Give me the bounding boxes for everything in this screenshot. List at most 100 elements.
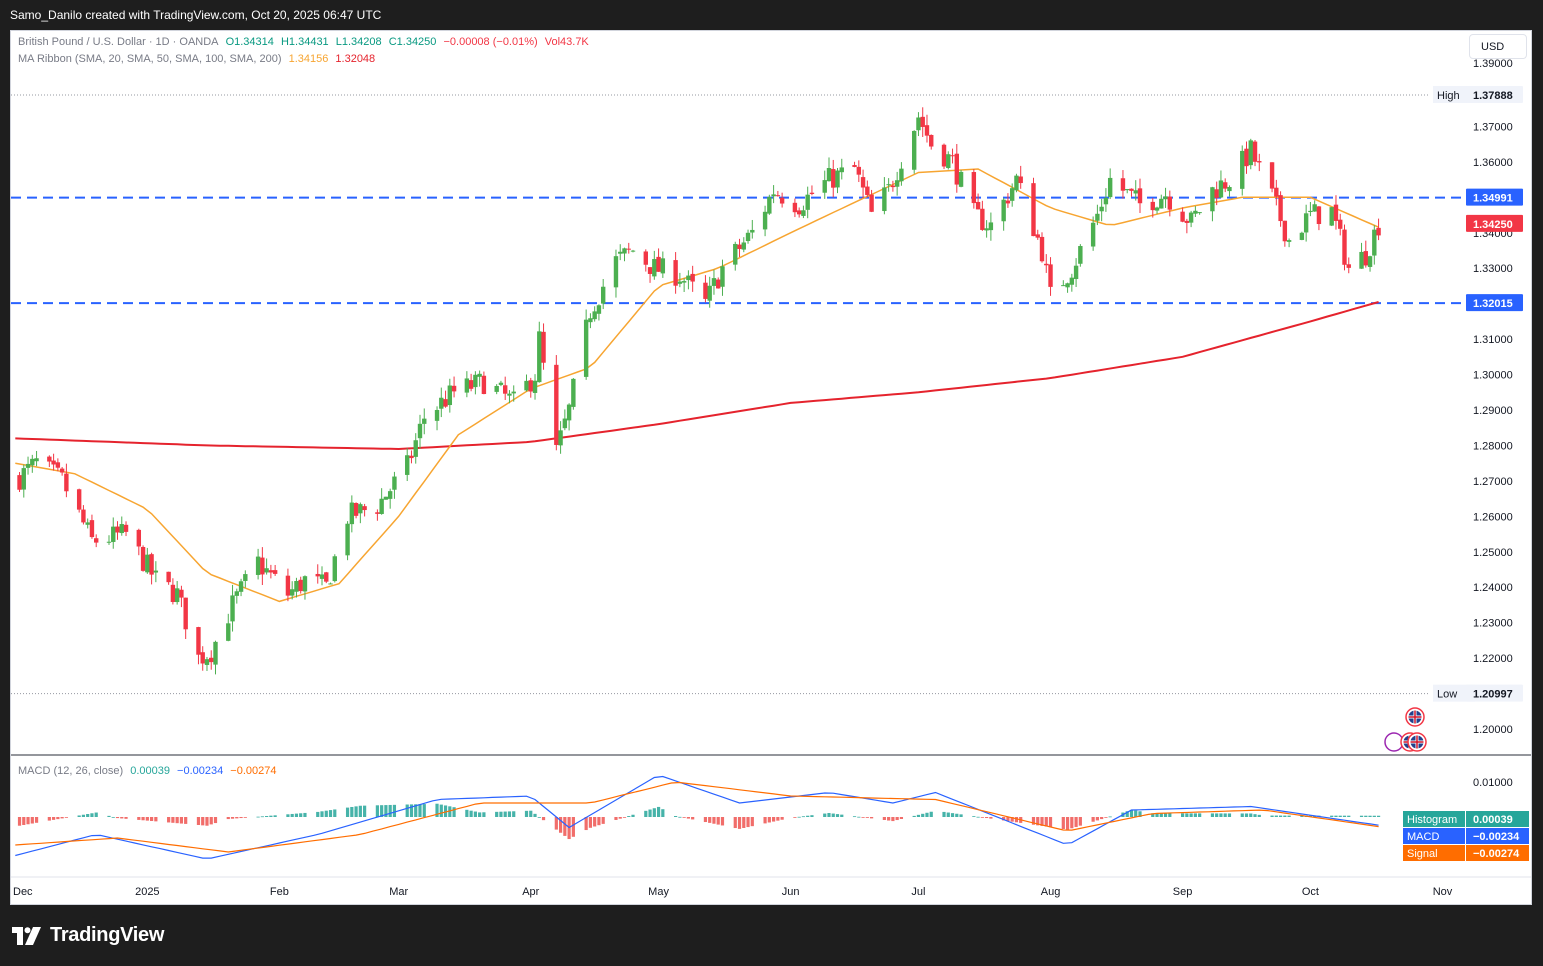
macd-histogram-bar: [840, 814, 844, 817]
uk-flag-icon[interactable]: [1407, 732, 1427, 752]
macd-histogram-bar: [316, 811, 320, 817]
price-tick-label: 1.20000: [1473, 724, 1513, 736]
candle-body: [136, 529, 142, 547]
candle-body: [1376, 227, 1381, 236]
candle-body: [170, 584, 176, 602]
macd-histogram-bar: [742, 817, 746, 828]
macd-histogram-bar: [405, 804, 409, 817]
macd-histogram-bar: [1138, 811, 1142, 817]
macd-histogram-bar: [1159, 813, 1163, 817]
candle-body: [1125, 189, 1130, 191]
high-tag-value: 1.37888: [1473, 90, 1513, 102]
candle-body: [179, 589, 184, 598]
macd-histogram-bar: [56, 817, 60, 820]
macd-histogram-bar: [448, 806, 452, 817]
symbol-legend[interactable]: British Pound / U.S. Dollar · 1D · OANDA…: [18, 36, 593, 48]
candle-body: [1210, 187, 1215, 212]
candle-body: [703, 282, 708, 299]
axes: 1.390001.370001.360001.350001.340001.330…: [13, 58, 1529, 898]
event-flags[interactable]: [1384, 707, 1427, 752]
candle-body: [537, 331, 542, 383]
candle-body: [443, 399, 448, 407]
candle-body: [882, 187, 887, 212]
macd-tag-label: MACD: [1407, 831, 1439, 843]
price-tick-label: 1.28000: [1473, 440, 1513, 452]
macd-histogram-bar: [1151, 813, 1155, 817]
candle-body: [1069, 277, 1075, 285]
candle-body: [1061, 285, 1066, 287]
candle-body: [792, 202, 798, 213]
candle-body: [745, 232, 751, 242]
macd-histogram-bar: [320, 811, 324, 817]
macd-histogram-bar: [593, 817, 597, 827]
macd-histogram-bar: [273, 815, 277, 817]
time-tick-label: Aug: [1041, 886, 1061, 898]
macd-histogram-bar: [529, 810, 533, 817]
currency-button[interactable]: USD: [1469, 34, 1527, 59]
candle-body: [733, 243, 738, 265]
price-tick-label: 1.25000: [1473, 547, 1513, 559]
uk-flag-icon[interactable]: [1405, 707, 1425, 727]
macd-histogram-bar: [22, 817, 26, 825]
candle-body: [468, 380, 474, 389]
candle-body: [596, 305, 602, 314]
signal-tag-value-bg: [1466, 845, 1529, 861]
chart-canvas[interactable]: 1.390001.370001.360001.350001.340001.330…: [11, 31, 1531, 904]
macd-histogram-bar: [507, 811, 512, 817]
candle-body: [1346, 264, 1351, 268]
candle-body: [1107, 177, 1113, 198]
candle-body: [230, 595, 235, 622]
histogram-tag-value-bg: [1466, 811, 1529, 827]
macd-histogram-bar: [443, 805, 448, 817]
candle-body: [140, 546, 146, 571]
candle-body: [413, 440, 418, 457]
macd-histogram-bar: [141, 817, 145, 821]
candle-body: [174, 588, 180, 603]
low-tag-label-bg: [1433, 684, 1475, 702]
macd-histogram-bar: [1189, 813, 1193, 817]
candle-body: [822, 180, 827, 193]
candle-body: [929, 134, 934, 147]
candle-body: [762, 211, 768, 230]
macd-title[interactable]: MACD (12, 26, close): [18, 765, 124, 777]
macd-legend[interactable]: MACD (12, 26, close) 0.00039 −0.00234 −0…: [18, 765, 280, 777]
macd-histogram-bar: [1274, 815, 1278, 817]
macd-histogram-bar: [392, 804, 397, 817]
macd-histogram-bar: [239, 817, 243, 819]
macd-histogram-bar: [1257, 814, 1261, 817]
price-tick-label: 1.36000: [1473, 157, 1513, 169]
candle-body: [1163, 196, 1168, 200]
ma-legend[interactable]: MA Ribbon (SMA, 20, SMA, 50, SMA, 100, S…: [18, 53, 379, 65]
candle-body: [81, 509, 86, 523]
candle-body: [1180, 211, 1185, 222]
candle-body: [387, 491, 393, 499]
candle-body: [200, 652, 205, 664]
candle-body: [255, 556, 261, 575]
candle-body: [1154, 207, 1160, 211]
candle-body: [196, 627, 201, 655]
ohlc-low: L1.34208: [335, 36, 382, 48]
candle-body: [835, 170, 840, 188]
tradingview-logo[interactable]: TradingView: [12, 924, 164, 947]
candle-body: [1150, 201, 1155, 211]
macd-histogram-bar: [1078, 817, 1082, 826]
candle-body: [417, 423, 423, 439]
symbol-name[interactable]: British Pound / U.S. Dollar · 1D · OANDA: [18, 36, 219, 48]
macd-histogram-bar: [1108, 816, 1112, 818]
macd-histogram-bar: [1334, 815, 1338, 817]
support-tag-value-bg: [1466, 294, 1523, 312]
candle-body: [434, 409, 440, 421]
macd-histogram-bar: [533, 813, 537, 817]
candle-body: [319, 574, 325, 579]
macd-histogram-bar: [1168, 813, 1172, 817]
ma-title[interactable]: MA Ribbon (SMA, 20, SMA, 50, SMA, 100, S…: [18, 53, 282, 65]
macd-histogram-bar: [1240, 813, 1244, 817]
candle-body: [741, 242, 746, 250]
time-tick-label: Dec: [13, 886, 33, 898]
candle-body: [1099, 206, 1104, 212]
candle-body: [916, 117, 921, 131]
candle-body: [924, 125, 930, 136]
candle-body: [737, 244, 742, 249]
chart-frame[interactable]: 1.390001.370001.360001.350001.340001.330…: [10, 30, 1532, 905]
macd-histogram-bar: [1330, 815, 1334, 817]
